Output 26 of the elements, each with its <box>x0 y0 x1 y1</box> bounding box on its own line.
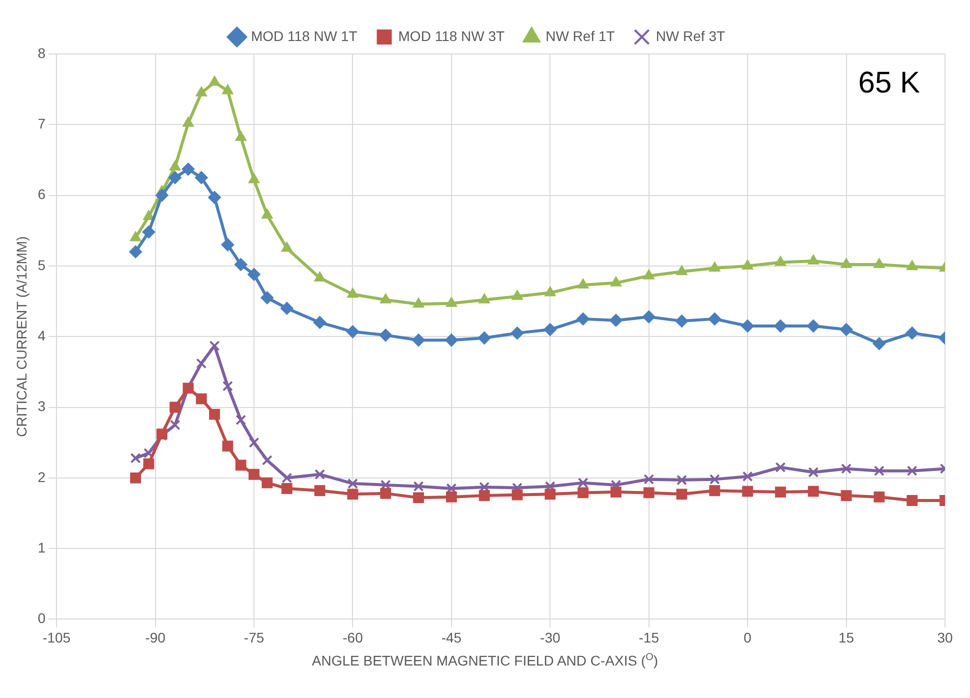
x-tick-label: -90 <box>145 629 166 646</box>
legend-label: MOD 118 NW 3T <box>398 28 506 44</box>
y-tick-label: 0 <box>38 610 46 626</box>
y-tick-label: 4 <box>38 327 46 344</box>
x-tick-label: 15 <box>838 629 854 646</box>
x-tick-label: 0 <box>744 629 752 646</box>
x-tick-label: -75 <box>244 629 264 646</box>
y-axis-title: CRITICAL CURRENT (A/12MM) <box>13 236 30 437</box>
x-tick-label: 30 <box>937 629 953 646</box>
y-tick-label: 1 <box>38 539 46 556</box>
x-axis-title: ANGLE BETWEEN MAGNETIC FIELD AND C-AXIS ($^{O}$) <box>310 652 660 669</box>
y-tick-label: 7 <box>38 116 46 132</box>
x-tick-label: -15 <box>638 629 660 646</box>
annotation: 65 K <box>858 66 920 100</box>
legend-label: NW Ref 3T <box>656 28 726 44</box>
legend-label: NW Ref 1T <box>546 28 616 44</box>
y-tick-label: 5 <box>38 256 46 273</box>
y-tick-label: 8 <box>38 44 46 61</box>
y-tick-label: 2 <box>38 468 46 485</box>
x-tick-label: -30 <box>540 629 560 646</box>
x-tick-label: -105 <box>42 629 71 646</box>
x-tick-label: -45 <box>441 629 462 646</box>
legend-label: MOD 118 NW 1T <box>250 28 358 44</box>
y-tick-label: 6 <box>38 186 46 202</box>
y-tick-label: 3 <box>38 398 46 414</box>
x-tick-label: -60 <box>342 629 364 646</box>
